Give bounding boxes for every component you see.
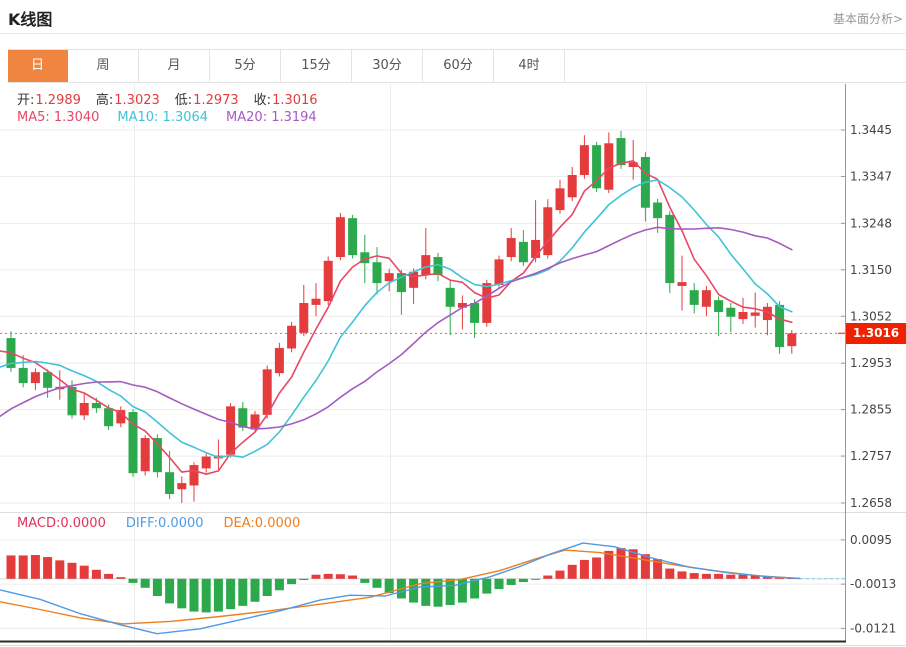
ohlc-label: 高: [95, 93, 114, 108]
svg-text:1.3347: 1.3347 [850, 169, 892, 183]
ohlc-value: 1.3023 [114, 93, 160, 108]
ohlc-label: 收: [253, 93, 272, 108]
axis-labels-layer: 1.3445 1.3347 1.3248 1.3150 1.3052 1.2953 1.28… [841, 123, 896, 635]
tab-日[interactable]: 日 [8, 50, 68, 82]
current-price-badge: 1.3016 [846, 323, 906, 344]
macd-histogram-layer [6, 548, 797, 613]
svg-text:-0.0013: -0.0013 [850, 577, 896, 591]
tab-30分[interactable]: 30分 [352, 50, 423, 82]
svg-text:1.2953: 1.2953 [850, 356, 892, 370]
ohlc-pair-2: 低:1.2973 [175, 93, 239, 108]
ma-lines-layer [0, 160, 793, 476]
svg-text:1.3248: 1.3248 [850, 216, 892, 230]
macd-label-macd: MACD:0.0000 [17, 516, 106, 531]
svg-text:1.3150: 1.3150 [850, 263, 892, 277]
ma-item-ma20: MA20: 1.3194 [226, 110, 317, 125]
title-divider [0, 33, 906, 34]
svg-text:1.2855: 1.2855 [850, 403, 892, 417]
tab-周[interactable]: 周 [68, 50, 139, 82]
ma-readout: MA5: 1.3040 MA10: 1.3064 MA20: 1.3194 [17, 110, 335, 125]
macd-readout: MACD:0.0000 DIFF:0.0000 DEA:0.0000 [17, 516, 320, 531]
tab-5分[interactable]: 5分 [210, 50, 281, 82]
tab-15分[interactable]: 15分 [281, 50, 352, 82]
page-title: K线图 [8, 10, 53, 29]
ma-item-ma10: MA10: 1.3064 [117, 110, 209, 125]
svg-text:1.2658: 1.2658 [850, 496, 892, 510]
grid-layer [0, 84, 845, 641]
tab-月[interactable]: 月 [139, 50, 210, 82]
svg-text:1.3445: 1.3445 [850, 123, 892, 137]
ohlc-readout: 开:1.2989 高:1.3023 低:1.2973 收:1.3016 [17, 89, 333, 108]
frame-layer [0, 84, 906, 646]
tab-4时[interactable]: 4时 [494, 50, 565, 82]
svg-text:1.3052: 1.3052 [850, 309, 892, 323]
ma-item-ma5: MA5: 1.3040 [17, 110, 100, 125]
ohlc-pair-3: 收:1.3016 [254, 93, 318, 108]
candles-layer [6, 130, 797, 503]
fundamental-analysis-link[interactable]: 基本面分析> [832, 12, 903, 26]
ohlc-pair-0: 开:1.2989 [17, 93, 81, 108]
ohlc-label: 低: [174, 93, 193, 108]
ohlc-label: 开: [17, 93, 35, 108]
svg-text:0.0095: 0.0095 [850, 533, 892, 547]
svg-text:1.2757: 1.2757 [850, 449, 892, 463]
macd-label-diff: DIFF:0.0000 [125, 516, 204, 531]
ohlc-value: 1.3016 [272, 93, 318, 108]
svg-text:-0.0121: -0.0121 [850, 621, 896, 635]
tab-60分[interactable]: 60分 [423, 50, 494, 82]
ohlc-value: 1.2973 [193, 93, 239, 108]
period-tab-bar: 日周月 5分 15分 30分 60分 4时 [8, 49, 906, 83]
ohlc-value: 1.2989 [35, 93, 81, 108]
macd-lines-layer [0, 542, 845, 635]
macd-label-dea: DEA:0.0000 [223, 516, 301, 531]
ohlc-pair-1: 高:1.3023 [96, 93, 160, 108]
